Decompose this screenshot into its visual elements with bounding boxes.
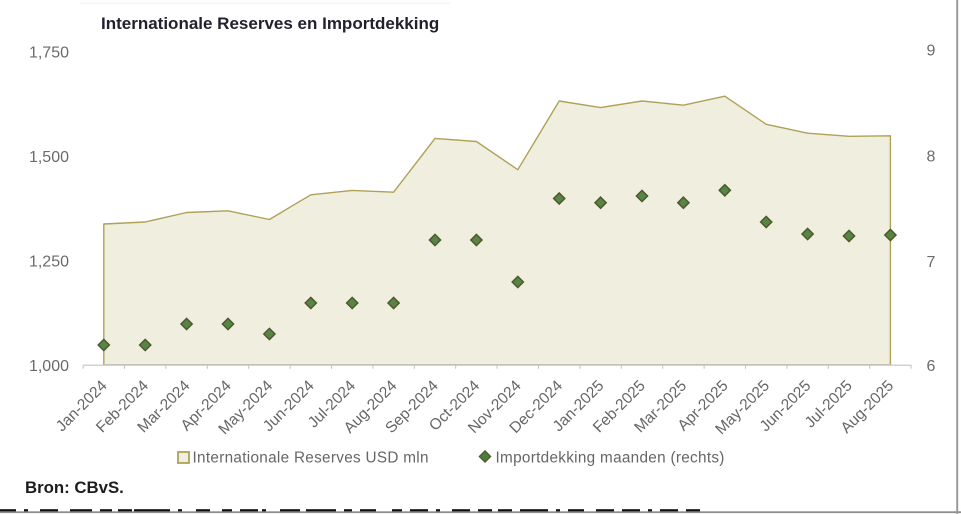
svg-text:1,250: 1,250 <box>29 254 69 271</box>
svg-text:7: 7 <box>927 254 936 271</box>
svg-text:8: 8 <box>927 149 936 166</box>
svg-text:1,500: 1,500 <box>29 149 69 166</box>
svg-text:Bron: CBvS.: Bron: CBvS. <box>25 478 124 497</box>
svg-text:6: 6 <box>927 358 936 375</box>
svg-text:Importdekking maanden (rechts): Importdekking maanden (rechts) <box>496 450 725 467</box>
svg-text:1,000: 1,000 <box>29 358 69 375</box>
svg-text:9: 9 <box>927 43 936 60</box>
svg-text:Internationale Reserves USD ml: Internationale Reserves USD mln <box>193 450 429 467</box>
svg-text:1,750: 1,750 <box>29 45 69 62</box>
svg-text:Internationale Reserves en Imp: Internationale Reserves en Importdekking <box>101 14 439 33</box>
